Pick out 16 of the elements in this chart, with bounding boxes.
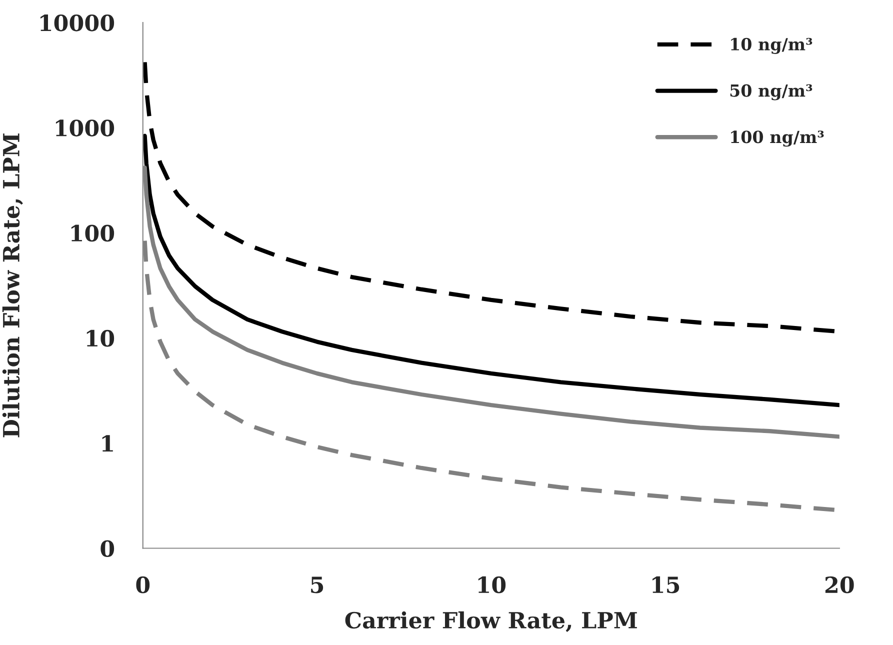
- y-tick-label: 0: [100, 540, 114, 558]
- y-tick-label: 1000: [56, 120, 114, 136]
- legend-label: 50 ng/m³: [730, 84, 812, 100]
- y-tick-label: 1: [102, 435, 113, 452]
- legend-label: 100 ng/m³: [731, 130, 824, 147]
- x-tick-label: 15: [652, 576, 680, 594]
- x-tick-label: 10: [478, 576, 506, 594]
- x-tick-label: 0: [136, 576, 150, 594]
- y-tick-label: 10000: [40, 14, 114, 32]
- y-tick-label: 100: [71, 224, 114, 242]
- x-axis-title: Carrier Flow Rate, LPM: [345, 611, 637, 632]
- legend-label: 10 ng/m³: [731, 38, 812, 54]
- x-tick-label: 20: [825, 576, 854, 594]
- y-axis-title: Dilution Flow Rate, LPM: [2, 134, 23, 438]
- y-tick-label: 10: [86, 330, 114, 347]
- x-tick-label: 5: [311, 576, 324, 594]
